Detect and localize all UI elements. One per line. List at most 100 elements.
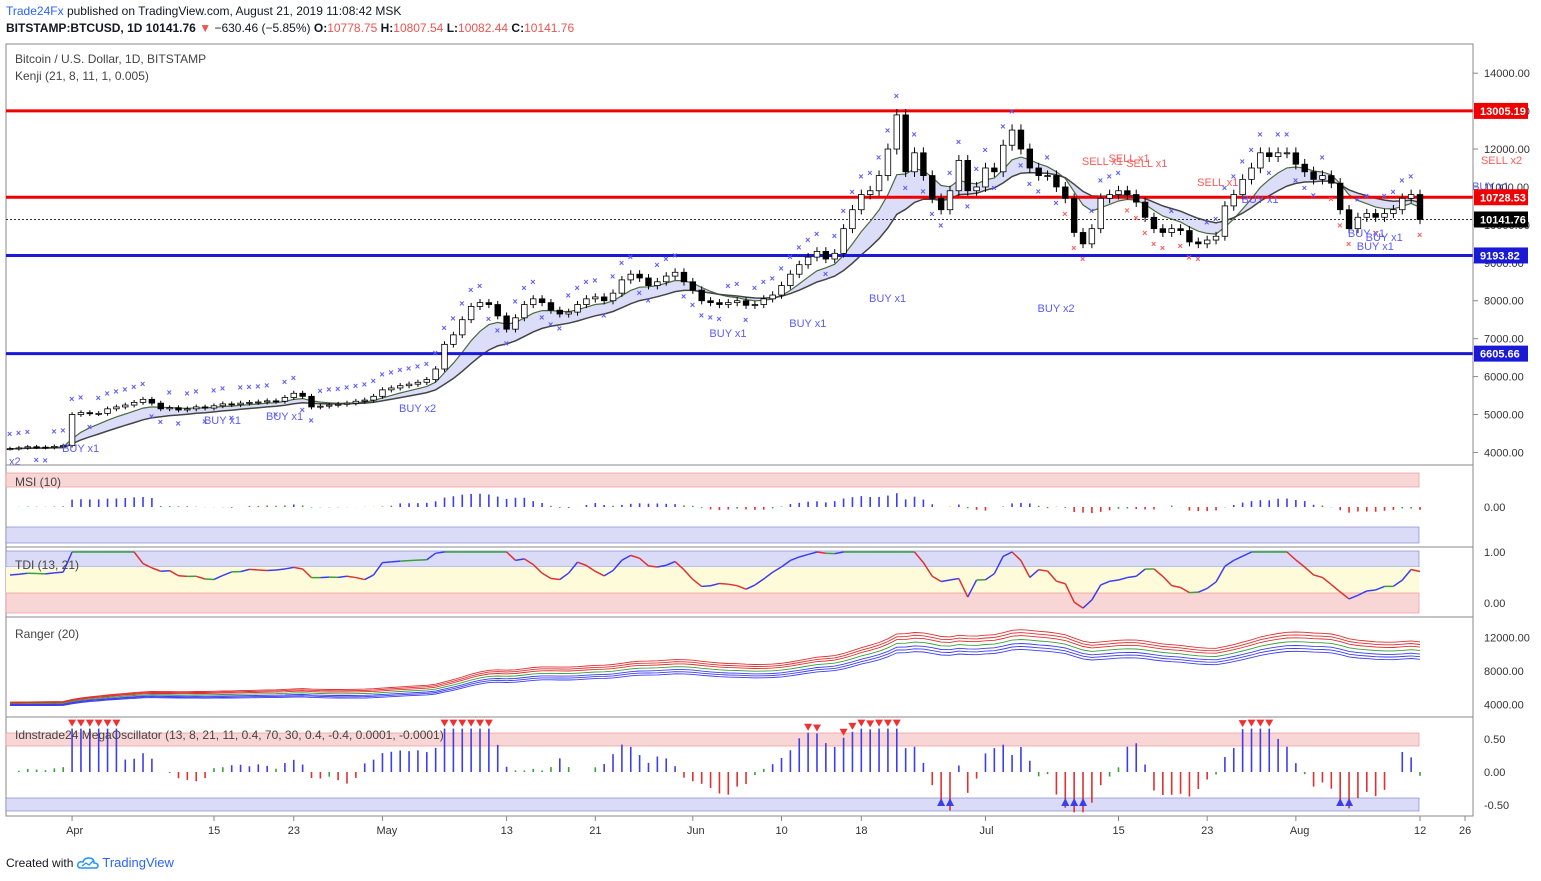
- time-axis[interactable]: Apr 15 23 May 13 21 Jun 10 18 Jul 15 23 Aug 12 26: [66, 816, 1471, 837]
- candle-body: [1221, 205, 1229, 237]
- level-price-label: 13005.19: [1480, 106, 1526, 118]
- open-label: O:: [313, 21, 328, 35]
- tdi-lower-zone: [5, 592, 1420, 614]
- signal-x-marker: ×: [770, 273, 775, 283]
- price-axis[interactable]: 4000.005000.006000.007000.008000.009000.…: [6, 44, 1530, 816]
- msi-tick-label: 0.00: [1484, 502, 1505, 514]
- signal-x-marker: ×: [1373, 228, 1378, 238]
- candle-body: [1026, 148, 1034, 169]
- tdi-line-segment: [692, 578, 703, 588]
- mega-buy-triangle: [1061, 798, 1070, 806]
- mega-sell-triangle: [112, 719, 121, 727]
- signal-x-marker: ×: [113, 387, 118, 397]
- signal-x-marker: ×: [920, 187, 925, 197]
- mega-sell-triangle: [1256, 719, 1265, 727]
- tdi-line-segment: [559, 572, 570, 581]
- candle-body: [24, 446, 31, 449]
- tdi-line-segment: [1002, 551, 1013, 557]
- main-pane[interactable]: × × × × × × × × × × × × × × × × × × × × × × × × × × × × × × × × × × × × × × × ×…: [6, 91, 1522, 468]
- signal-x-marker: ×: [645, 295, 650, 305]
- x-tick-label: Aug: [1290, 825, 1310, 837]
- mega-sell-triangle: [866, 720, 875, 728]
- tdi-line-segment: [523, 558, 534, 566]
- publisher-name[interactable]: Trade24Fx: [6, 4, 64, 18]
- candle-body: [1141, 201, 1149, 218]
- candle-body: [308, 395, 315, 408]
- tdi-line-segment: [665, 560, 676, 566]
- signal-x-marker: ×: [619, 258, 624, 268]
- signal-x-marker: ×: [1045, 152, 1050, 162]
- level-price-label: 10728.53: [1480, 192, 1526, 204]
- signal-x-marker: ×: [1417, 230, 1422, 240]
- signal-x-marker: ×: [273, 410, 278, 420]
- candle-body: [1328, 175, 1335, 184]
- signal-x-marker: ×: [122, 385, 127, 395]
- tdi-line-segment: [1339, 591, 1350, 600]
- candle-body: [1407, 194, 1415, 199]
- x-tick-label: Apr: [66, 825, 83, 837]
- tdi-line-segment: [222, 571, 232, 577]
- mega-sell-triangle: [883, 719, 892, 727]
- tdi-line-segment: [1313, 574, 1323, 579]
- publish-info: Trade24Fx published on TradingView.com, …: [6, 4, 401, 18]
- tdi-line-segment: [151, 567, 162, 572]
- signal-x-marker: ×: [175, 418, 180, 428]
- signal-x-marker: ×: [7, 429, 12, 439]
- mega-sell-triangle: [892, 719, 901, 727]
- y-tick-label: 5000.00: [1484, 410, 1524, 422]
- signal-x-marker: ×: [1399, 175, 1404, 185]
- tdi-pane[interactable]: [5, 550, 1421, 614]
- tdi-line-segment: [267, 569, 277, 572]
- mega-sell-triangle: [68, 719, 77, 727]
- candle-body: [946, 190, 954, 211]
- tdi-tick-label: 0.00: [1484, 598, 1505, 610]
- buy-signal-label: BUY x2: [399, 403, 436, 415]
- last-price-label: 10141.76: [1480, 215, 1526, 227]
- ranger-tick-label: 8000.00: [1484, 666, 1524, 678]
- x-tick-label: 13: [501, 825, 513, 837]
- tradingview-logo[interactable]: TradingView: [77, 855, 174, 870]
- tdi-line-segment: [683, 569, 694, 580]
- candle-body: [538, 298, 546, 304]
- tdi-upper-zone: [5, 550, 1420, 568]
- signal-x-marker: ×: [1107, 172, 1112, 182]
- chart-canvas[interactable]: × × × × × × × × × × × × × × × × × × × × × × × × × × × × × × × × × × × × × × × ×…: [0, 40, 1541, 855]
- msi-pane[interactable]: [5, 472, 1421, 544]
- candle-body: [1372, 213, 1379, 218]
- tdi-line-segment: [293, 566, 303, 570]
- created-with-text: Created with: [6, 855, 74, 870]
- candle-body: [707, 300, 714, 304]
- candle-body: [467, 306, 475, 321]
- signal-x-marker: ×: [42, 455, 47, 465]
- signal-x-marker: ×: [495, 325, 500, 335]
- tdi-line-segment: [9, 573, 19, 576]
- candle-body: [636, 273, 643, 279]
- tdi-line-segment: [1171, 584, 1181, 589]
- signal-x-marker: ×: [708, 312, 713, 322]
- candle-body: [15, 447, 23, 450]
- signal-x-marker: ×: [379, 369, 384, 379]
- signal-x-marker: ×: [592, 275, 597, 285]
- mega-sell-triangle: [85, 719, 94, 727]
- symbol-name: BITSTAMP:BTCUSD, 1D: [6, 21, 143, 35]
- candle-body: [388, 387, 395, 391]
- candle-body: [778, 285, 785, 296]
- signal-x-marker: ×: [1266, 168, 1271, 178]
- tdi-line-segment: [1392, 579, 1403, 587]
- mega-oscillator-pane[interactable]: [5, 719, 1421, 813]
- candle-body: [450, 334, 457, 345]
- y-tick-label: 14000.00: [1484, 68, 1530, 80]
- candle-body: [849, 209, 856, 230]
- tdi-line-segment: [657, 564, 667, 568]
- mega-oversold-zone: [5, 797, 1420, 812]
- signal-x-marker: ×: [530, 277, 535, 287]
- candle-body: [813, 251, 821, 258]
- tdi-line-segment: [160, 569, 170, 573]
- mega-sell-triangle: [484, 719, 493, 727]
- signal-x-marker: ×: [672, 250, 677, 260]
- signal-x-marker: ×: [51, 426, 56, 436]
- candle-body: [875, 175, 883, 192]
- ranger-pane[interactable]: [9, 629, 1421, 706]
- tdi-line-segment: [993, 555, 1004, 575]
- tradingview-brand: TradingView: [102, 855, 174, 870]
